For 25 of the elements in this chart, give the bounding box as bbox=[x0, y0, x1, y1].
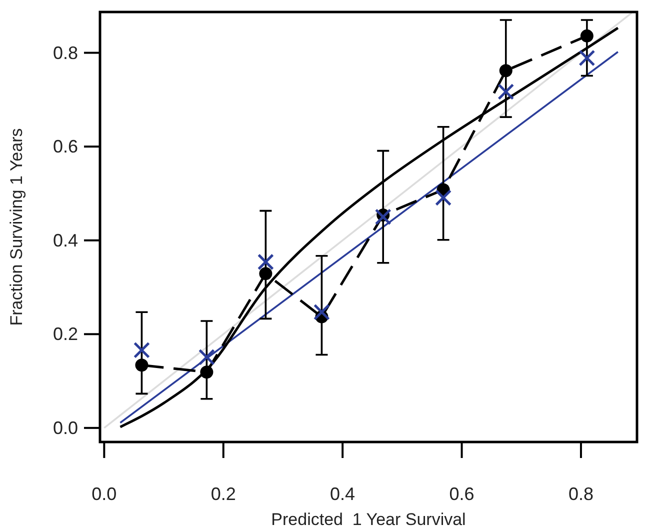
x-axis-title: Predicted 1 Year Survival bbox=[271, 510, 466, 529]
point bbox=[135, 358, 148, 372]
x-tick-label: 0.2 bbox=[210, 484, 236, 504]
y-tick-label: 0.6 bbox=[52, 136, 78, 157]
point bbox=[580, 29, 594, 42]
x-tick-label: 0.4 bbox=[330, 484, 356, 504]
point bbox=[435, 189, 452, 206]
x-tick-label: 0.6 bbox=[449, 484, 474, 504]
y-axis-title: Fraction Surviving 1 Years bbox=[7, 128, 26, 326]
y-tick-label: 0.2 bbox=[52, 324, 78, 344]
x-tick-label: 0.0 bbox=[92, 484, 117, 504]
point bbox=[313, 304, 330, 320]
point bbox=[498, 83, 514, 100]
x-tick-label: 0.8 bbox=[568, 484, 594, 504]
point bbox=[259, 267, 272, 280]
y-tick-label: 0.0 bbox=[52, 418, 78, 438]
point bbox=[374, 208, 392, 226]
y-tick-label: 0.8 bbox=[52, 42, 78, 63]
point bbox=[133, 342, 150, 358]
point bbox=[578, 50, 596, 66]
y-tick-label: 0.4 bbox=[52, 230, 78, 250]
point bbox=[499, 64, 512, 78]
point bbox=[200, 366, 214, 379]
point bbox=[198, 348, 215, 366]
point bbox=[257, 254, 274, 270]
